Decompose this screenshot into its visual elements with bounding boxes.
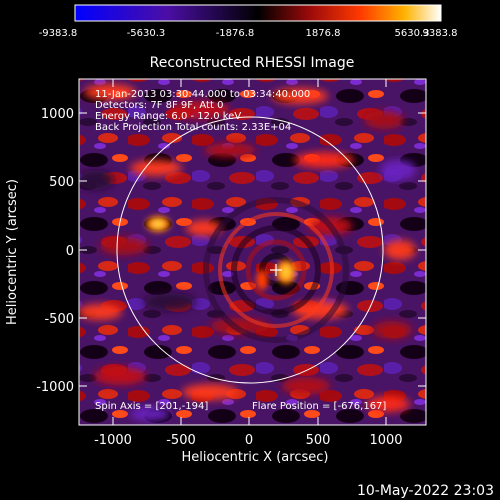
colorbar: -9383.8 -5630.3 -1876.8 1876.8 5630.3 93… — [39, 4, 458, 39]
y-axis-label: Heliocentric Y (arcsec) — [5, 179, 20, 325]
colorbar-tick-label: -5630.3 — [127, 28, 166, 39]
y-tick-label: -500 — [44, 312, 74, 327]
x-axis — [112, 79, 387, 425]
info-line: Energy Range: 6.0 - 12.0 keV — [95, 111, 241, 122]
info-line: Back Projection Total counts: 2.33E+04 — [95, 122, 291, 133]
info-line: Detectors: 7F 8F 9F, Att 0 — [95, 100, 223, 111]
y-tick-label: 500 — [49, 175, 74, 190]
concentric-artifact-rings — [203, 197, 349, 343]
flare-marker-cross — [270, 264, 282, 276]
hot-sources — [146, 216, 296, 290]
plot-frame — [78, 78, 427, 426]
x-axis-label: Heliocentric X (arcsec) — [182, 450, 329, 465]
y-tick-labels: 1000 500 0 -500 -1000 — [36, 107, 74, 395]
footer-timestamp: 10-May-2022 23:03 — [357, 483, 494, 499]
plot-title: Reconstructed RHESSI Image — [150, 55, 355, 71]
colorbar-tick-label: 1876.8 — [306, 28, 341, 39]
colorbar-gradient — [74, 4, 442, 22]
colorbar-tick-label: 9383.8 — [423, 28, 458, 39]
x-tick-label: -500 — [166, 433, 196, 448]
info-line: 11-Jan-2013 03:30:44.000 to 03:34:40.000 — [95, 89, 310, 100]
flare-position-label: Flare Position = [-676,167] — [252, 401, 386, 412]
info-text: 11-Jan-2013 03:30:44.000 to 03:34:40.000… — [95, 89, 386, 412]
x-tick-labels: -1000 -500 0 500 1000 — [94, 433, 402, 448]
y-axis — [79, 112, 426, 387]
solar-limb-circle — [116, 116, 384, 384]
x-tick-label: 0 — [245, 433, 253, 448]
x-tick-label: -1000 — [94, 433, 132, 448]
x-tick-label: 500 — [306, 433, 331, 448]
colorbar-tick-label: 5630.3 — [395, 28, 430, 39]
colorbar-tick-label: -1876.8 — [216, 28, 255, 39]
y-tick-label: -1000 — [36, 380, 74, 395]
colorbar-ticks: -9383.8 -5630.3 -1876.8 1876.8 5630.3 93… — [39, 28, 458, 39]
colorbar-tick-label: -9383.8 — [39, 28, 78, 39]
image-plot: 11-Jan-2013 03:30:44.000 to 03:34:40.000… — [79, 79, 426, 425]
spin-axis-label: Spin Axis = [201,-194] — [95, 401, 208, 412]
y-tick-label: 1000 — [41, 107, 74, 122]
y-tick-label: 0 — [66, 244, 74, 259]
x-tick-label: 1000 — [369, 433, 402, 448]
